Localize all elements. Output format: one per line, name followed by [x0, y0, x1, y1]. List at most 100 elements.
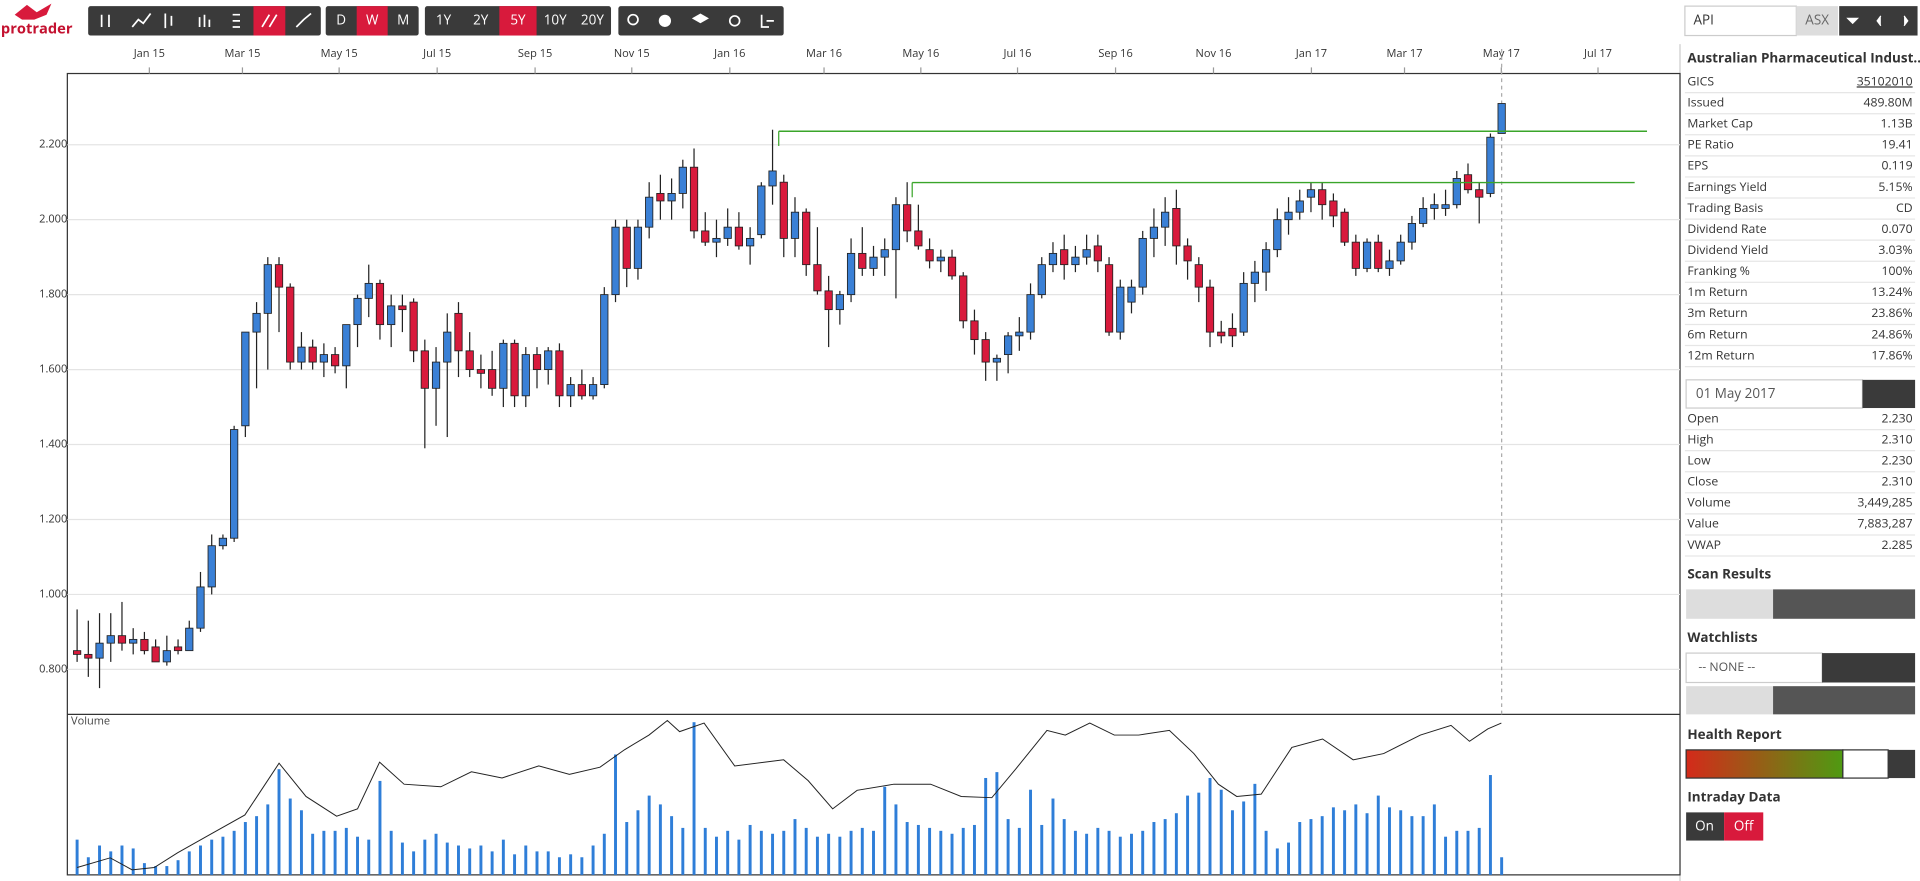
tool-icon[interactable]	[261, 14, 278, 28]
candle-body	[645, 196, 654, 228]
search-icon[interactable]	[627, 13, 639, 26]
candle-body	[869, 256, 878, 269]
field-label: Value	[1687, 515, 1719, 532]
volume-bar	[322, 830, 326, 875]
volume-bar	[1230, 810, 1234, 875]
volume-bar	[1141, 830, 1145, 875]
x-tick-label: Mar 17	[1387, 46, 1423, 61]
y-tick-label: 1.200	[39, 511, 67, 526]
intraday-on[interactable]	[1686, 812, 1725, 841]
volume-bar	[75, 839, 79, 875]
volume-bar	[86, 857, 90, 875]
field-value: 35102010	[1857, 72, 1913, 89]
toolbar-button[interactable]: 1Y	[436, 10, 452, 28]
candle-body	[891, 204, 901, 251]
watchlist-select[interactable]	[1685, 652, 1823, 684]
range-toolbar: 1Y 2Y 5Y 10Y 20Y	[424, 6, 612, 36]
volume-bar	[1388, 807, 1391, 875]
candle-body	[1127, 286, 1136, 303]
active-tool[interactable]	[253, 6, 286, 36]
volume-bar	[658, 804, 662, 875]
field-label: 1m Return	[1687, 283, 1747, 300]
volume-bar	[1152, 822, 1156, 875]
candle-body	[723, 226, 732, 239]
volume-bar	[1096, 827, 1100, 875]
field-value: 489.80M	[1863, 93, 1912, 110]
exit-icon[interactable]	[760, 14, 774, 28]
toolbar-button[interactable]: D	[336, 10, 346, 28]
volume-bar	[154, 866, 158, 875]
volume-bar	[1275, 848, 1279, 875]
exchange-box[interactable]	[1796, 6, 1838, 36]
candle-body	[431, 361, 441, 389]
play-icon[interactable]	[658, 14, 672, 27]
toolbar-button[interactable]: 10Y	[544, 10, 567, 28]
volume-bar	[232, 830, 236, 875]
volume-bar	[1287, 842, 1290, 875]
tool-icon[interactable]	[100, 14, 110, 27]
volume-bar	[468, 848, 472, 875]
volume-bar	[131, 848, 135, 875]
tool-icon[interactable]	[131, 12, 152, 28]
field-value: 0.119	[1881, 157, 1912, 174]
watchlist-buttons[interactable]	[1822, 653, 1916, 683]
candle-body	[925, 249, 934, 262]
active-button[interactable]	[356, 6, 388, 36]
x-tick-label: Jan 17	[1295, 46, 1327, 61]
field-value: 2.310	[1881, 430, 1912, 447]
volume-bar	[670, 816, 674, 875]
candle-body	[173, 646, 183, 652]
candle-body	[1082, 249, 1091, 258]
toolbar-button[interactable]: M	[397, 10, 409, 28]
health-remaining	[1842, 749, 1889, 779]
health-info[interactable]	[1888, 749, 1916, 779]
candle-body	[353, 297, 362, 326]
candle-body	[330, 354, 340, 367]
x-tick-label: Sep 16	[1098, 46, 1132, 61]
field-value: 5.15%	[1878, 178, 1912, 195]
x-tick-label: Sep 15	[518, 46, 552, 61]
candle-body	[667, 193, 676, 202]
volume-bar	[176, 860, 180, 875]
candle-body	[1116, 286, 1125, 333]
volume-bar	[726, 830, 730, 875]
candle-body	[342, 324, 351, 367]
field-label: PE Ratio	[1687, 136, 1733, 153]
y-tick-label: 1.000	[39, 586, 67, 601]
candle-body	[846, 252, 856, 296]
x-tick-label: May 16	[902, 46, 939, 61]
toolbar-button[interactable]: 20Y	[581, 10, 604, 28]
volume-bar	[1062, 819, 1066, 875]
scan-select[interactable]	[1686, 589, 1774, 619]
toolbar-button[interactable]: W	[366, 10, 379, 28]
scan-buttons[interactable]	[1773, 589, 1916, 619]
active-button[interactable]	[499, 6, 537, 36]
toolbar-button[interactable]: 5Y	[510, 10, 526, 28]
watchlist-item-buttons[interactable]	[1773, 686, 1916, 715]
candle-body	[544, 350, 553, 371]
tool-icon[interactable]	[198, 14, 211, 27]
toolbar-button[interactable]: 2Y	[473, 10, 489, 28]
tool-icon[interactable]	[232, 13, 240, 28]
volume-bar	[1253, 783, 1257, 875]
date-input[interactable]	[1685, 379, 1864, 409]
settings-icon[interactable]	[728, 15, 741, 27]
intraday-off[interactable]	[1724, 812, 1764, 841]
candle-body	[263, 264, 272, 314]
candle-body	[588, 384, 598, 397]
candle-body	[1071, 256, 1080, 266]
volume-bar	[827, 833, 831, 875]
candle-body	[510, 342, 519, 397]
volume-bar	[1466, 830, 1470, 875]
volume-bar	[1331, 807, 1335, 875]
volume-bar	[1186, 795, 1190, 875]
volume-bar	[1118, 836, 1122, 875]
tool-icon[interactable]	[164, 13, 173, 29]
tool-icon[interactable]	[295, 12, 312, 28]
nav-icons[interactable]	[1846, 15, 1909, 27]
watchlist-item-select[interactable]	[1686, 686, 1774, 715]
learn-icon[interactable]	[691, 13, 709, 24]
date-nav[interactable]	[1862, 379, 1916, 409]
candle-body	[1441, 204, 1450, 209]
